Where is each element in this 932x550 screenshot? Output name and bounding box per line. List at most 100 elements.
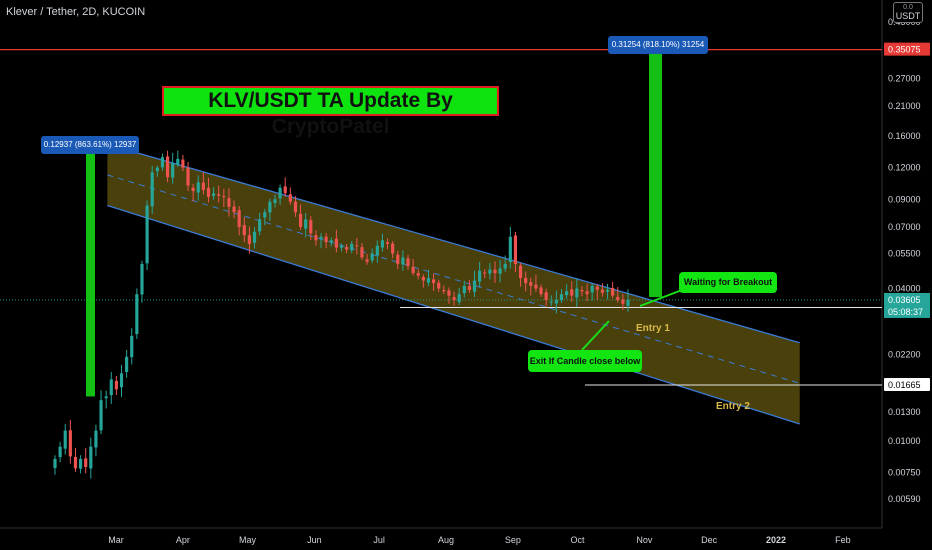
candle-body <box>391 243 395 254</box>
candle <box>611 281 615 299</box>
candle <box>339 243 344 252</box>
candle-body <box>212 193 216 196</box>
candle <box>263 208 267 226</box>
candle-body <box>298 213 303 227</box>
candle <box>365 253 369 265</box>
price-tick-label: 0.09000 <box>888 194 921 204</box>
candle <box>155 165 159 177</box>
candle-body <box>94 430 98 448</box>
candle <box>324 232 328 249</box>
candle-body <box>472 280 477 292</box>
candle-body <box>288 194 292 202</box>
candle-body <box>227 198 231 207</box>
candle-body <box>493 269 497 274</box>
candle-body <box>565 291 569 296</box>
candle-body <box>442 290 446 292</box>
candle <box>396 250 400 270</box>
candle <box>181 154 185 172</box>
candle-body <box>529 282 533 286</box>
candle <box>63 423 67 455</box>
currency-badge-top: 0.0 <box>903 4 913 11</box>
time-tick-label: Nov <box>636 535 653 545</box>
waiting-for-breakout-callout: Waiting for Breakout <box>679 272 777 293</box>
candle-body <box>334 238 338 248</box>
candle-body <box>217 194 221 196</box>
candle-body <box>242 225 246 236</box>
candle <box>68 420 72 464</box>
time-tick-label: Dec <box>701 535 718 545</box>
candle-body <box>53 458 57 469</box>
candle <box>498 259 502 283</box>
candle-body <box>58 446 62 458</box>
candle <box>196 175 200 201</box>
candle-body <box>432 279 436 284</box>
candle <box>503 255 507 273</box>
entry-2-label: Entry 2 <box>716 401 750 412</box>
candle <box>171 152 175 184</box>
price-tick-label: 0.00750 <box>888 468 921 478</box>
candle-body <box>426 278 431 283</box>
analysis-title: KLV/USDT TA Update By CryptoPatel <box>162 86 499 138</box>
candle <box>94 424 98 457</box>
time-tick-label: Jun <box>307 535 322 545</box>
candle <box>549 295 553 306</box>
candle-body <box>345 246 349 250</box>
price-tick-label: 0.21000 <box>888 101 921 111</box>
candle <box>554 290 558 314</box>
breakout-arrow <box>639 289 683 307</box>
candle <box>350 241 354 254</box>
candle <box>176 150 180 167</box>
candle <box>140 260 144 303</box>
candle-body <box>324 236 328 243</box>
candle <box>73 447 78 472</box>
candle <box>426 269 431 287</box>
candle <box>268 198 272 222</box>
candle-body <box>534 284 538 289</box>
candle-body <box>365 259 369 262</box>
candle-body <box>421 277 425 281</box>
candle-body <box>155 167 159 172</box>
time-tick-label: Oct <box>571 535 586 545</box>
candle-body <box>150 172 154 207</box>
candle <box>150 165 154 214</box>
candle-body <box>119 373 124 388</box>
candle <box>600 283 605 297</box>
candle-body <box>84 458 88 467</box>
candle <box>78 455 83 474</box>
candle <box>288 187 292 205</box>
candle <box>278 184 282 205</box>
candle-body <box>78 458 83 469</box>
candle-body <box>181 159 185 168</box>
candle <box>329 237 333 247</box>
candle <box>529 277 533 296</box>
candle-body <box>309 220 313 234</box>
candle <box>160 153 165 171</box>
candle-body <box>524 277 528 284</box>
candle-body <box>263 212 267 218</box>
entry2-price-tag-bg <box>884 377 930 391</box>
time-tick-label: Feb <box>835 535 851 545</box>
candle <box>478 261 482 288</box>
candle-body <box>145 205 149 264</box>
candle-body <box>483 272 487 274</box>
candle <box>585 283 589 301</box>
candle <box>452 291 456 306</box>
time-tick-label: Aug <box>438 535 454 545</box>
candle-body <box>114 380 118 390</box>
candle <box>442 285 446 294</box>
time-tick-label: Sep <box>505 535 521 545</box>
candle <box>345 244 349 254</box>
channel-upper-line <box>107 143 800 344</box>
exit-callout: Exit If Candle close below <box>528 350 642 372</box>
price-tick-label: 0.02200 <box>888 349 921 359</box>
candle-body <box>416 273 420 276</box>
candle <box>135 288 139 339</box>
candle-body <box>73 456 78 469</box>
candle-body <box>457 294 461 303</box>
candle <box>258 212 262 236</box>
candle <box>145 200 149 271</box>
price-tick-label: 0.27000 <box>888 73 921 83</box>
currency-badge[interactable]: 0.0 USDT <box>893 2 923 23</box>
candle-body <box>283 186 287 194</box>
